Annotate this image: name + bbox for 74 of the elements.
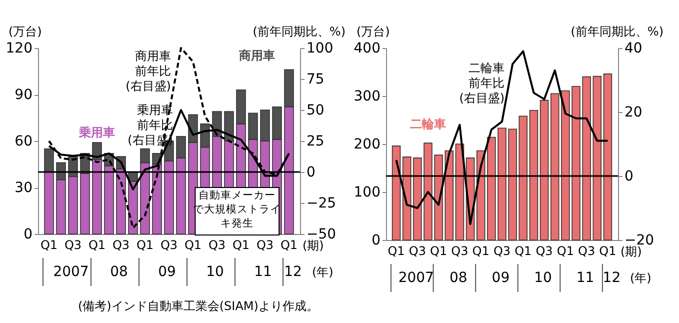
text: 10 — [534, 270, 552, 286]
x-tick-label: Q1 — [599, 244, 616, 258]
x-tick-label: Q3 — [493, 244, 511, 258]
y2-tick-label: 0 — [306, 164, 316, 180]
text: 乗用車 — [78, 126, 115, 140]
series-label: 二輪車 — [410, 117, 446, 132]
y-axis-title: (万台) — [8, 24, 42, 38]
x-tick-label: Q3 — [256, 238, 274, 252]
text: 10 — [206, 264, 224, 280]
y-tick-label: 400 — [354, 40, 380, 56]
y2-tick-label: 25 — [306, 134, 324, 150]
x-tick-label: Q3 — [451, 244, 468, 258]
text: 12 — [284, 264, 302, 280]
x-tick-label: Q3 — [578, 244, 596, 258]
x-tick-label: Q1 — [514, 244, 532, 258]
y2-tick-label: 50 — [306, 102, 324, 118]
y-tick-label: 60 — [14, 134, 32, 150]
y-tick-label: 100 — [354, 184, 380, 200]
text: 08 — [110, 264, 128, 280]
x-tick-label: Q1 — [232, 238, 250, 252]
x-tick-label: Q1 — [556, 244, 574, 258]
y-tick-label: 0 — [24, 226, 32, 242]
y2-tick-label: 75 — [306, 72, 324, 88]
x-tick-label: Q1 — [430, 244, 448, 258]
text: (備考)インド自動車工業会(SIAM)より作成。 — [78, 299, 318, 313]
bar — [444, 150, 454, 240]
y-axis-title: (万台) — [356, 24, 390, 38]
y2-tick-label: 100 — [306, 40, 334, 56]
x-tick-label: Q1 — [40, 238, 58, 252]
y2-tick-label: −25 — [306, 196, 336, 212]
text: 2007 — [53, 264, 89, 280]
text: 08 — [450, 270, 468, 286]
x-tick-label: Q1 — [472, 244, 490, 258]
x-tick-label: Q3 — [112, 238, 130, 252]
x-tick-label: Q1 — [184, 238, 202, 252]
x-tick-label: Q1 — [88, 238, 106, 252]
bar — [455, 144, 464, 240]
y-tick-label: 300 — [354, 88, 380, 104]
y2-axis-title: (前年同期比、%) — [570, 24, 664, 38]
x-tick-label: Q1 — [136, 238, 154, 252]
x-tick-label: Q3 — [64, 238, 82, 252]
bar — [603, 74, 612, 240]
y2-tick-label: 20 — [624, 104, 642, 120]
y-tick-label: 30 — [14, 180, 32, 196]
bar — [550, 93, 560, 240]
x-tick-label: Q1 — [280, 238, 298, 252]
bar — [392, 146, 401, 240]
bar — [592, 76, 602, 240]
text: (年) — [630, 271, 652, 285]
x-tick-label: Q1 — [388, 244, 405, 258]
x-tick-label: Q3 — [408, 244, 426, 258]
text: 12 — [602, 270, 621, 286]
y-tick-label: 200 — [354, 136, 380, 152]
y2-axis-title: (前年同期比、%) — [252, 24, 346, 38]
text: (年) — [312, 265, 334, 279]
y-tick-label: 120 — [6, 40, 32, 56]
bar — [540, 100, 549, 240]
series-label: 商用車 — [238, 48, 275, 63]
series-label: 商用車前年比(右目盛) — [126, 49, 171, 93]
series-label: 二輪車前年比(右目盛) — [459, 61, 505, 105]
text: 11 — [254, 264, 272, 280]
text: 2007 — [398, 270, 434, 286]
y-tick-label: 0 — [372, 232, 380, 248]
y2-tick-label: 0 — [624, 168, 634, 184]
x-tick-label: Q3 — [536, 244, 553, 258]
text: 09 — [158, 264, 176, 280]
x-tick-label: Q3 — [160, 238, 178, 252]
text: 09 — [492, 270, 510, 286]
y-tick-label: 90 — [14, 87, 32, 103]
text: 11 — [576, 270, 594, 286]
y2-tick-label: 40 — [624, 40, 642, 56]
bar — [529, 110, 538, 240]
bar — [518, 116, 528, 240]
x-tick-label: Q3 — [208, 238, 226, 252]
